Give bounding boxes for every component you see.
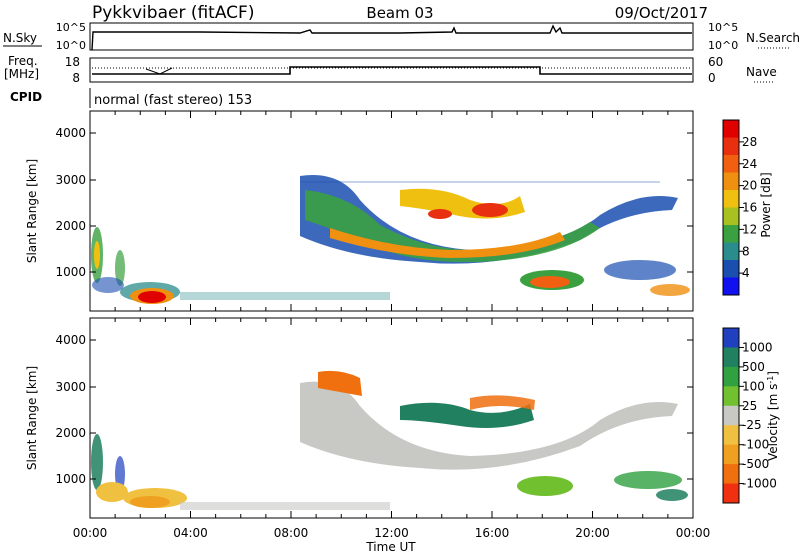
velocity-ytick-4000: 4000 xyxy=(55,333,86,347)
nsky-panel: N.Sky 10^5 10^0 10^5 10^0 N.Search xyxy=(3,21,800,52)
velocity-y-axis: 4000 3000 2000 1000 Slant Range [km] xyxy=(25,333,693,486)
cpid-text: normal (fast stereo) 153 xyxy=(94,93,252,108)
colorbar-tick-label: -500 xyxy=(742,457,769,471)
freq-trace xyxy=(92,66,692,75)
velocity-xlabel: Time UT xyxy=(365,540,416,554)
cpid-panel: CPID normal (fast stereo) 153 xyxy=(10,88,252,108)
colorbar-cell xyxy=(723,347,739,368)
velocity-colorbar-label: Velocity [m s-1] xyxy=(766,371,781,461)
colorbar-tick-label: 20 xyxy=(742,179,757,193)
cpid-label: CPID xyxy=(10,90,42,104)
velocity-ytick-3000: 3000 xyxy=(55,380,86,394)
colorbar-tick-label: 100 xyxy=(742,379,765,393)
velocity-x-tick-labels: 00:00 04:00 08:00 12:00 16:00 20:00 00:00 xyxy=(73,526,711,540)
colorbar-cell xyxy=(723,444,739,465)
velocity-x-ticks xyxy=(89,318,694,518)
colorbar-cell xyxy=(723,207,739,226)
x-tick-label: 12:00 xyxy=(374,526,409,540)
velocity-scatter-blobs xyxy=(91,370,688,510)
colorbar-cell xyxy=(723,425,739,446)
nsky-left-tick-top: 10^5 xyxy=(56,21,86,34)
colorbar-tick-label: -100 xyxy=(742,438,769,452)
colorbar-cell xyxy=(723,242,739,261)
colorbar-tick-label: 500 xyxy=(742,360,765,374)
date-title: 09/Oct/2017 xyxy=(615,4,708,22)
power-ytick-4000: 4000 xyxy=(55,126,86,140)
velocity-ytick-1000: 1000 xyxy=(55,472,86,486)
colorbar-cell xyxy=(723,190,739,208)
colorbar-cell xyxy=(723,464,739,485)
x-tick-label: 00:00 xyxy=(676,526,711,540)
beam-title: Beam 03 xyxy=(366,4,433,22)
station-title: Pykkvibaer (fitACF) xyxy=(92,3,254,23)
nsky-right-tick-top: 10^5 xyxy=(708,21,738,34)
colorbar-cell xyxy=(723,386,739,407)
colorbar-cell xyxy=(723,260,739,278)
freq-left-tick-bottom: 8 xyxy=(72,71,80,85)
nsky-right-tick-bottom: 10^0 xyxy=(708,39,738,52)
freq-left-tick-top: 18 xyxy=(65,55,80,69)
power-ylabel: Slant Range [km] xyxy=(25,159,39,263)
x-tick-label: 20:00 xyxy=(575,526,610,540)
colorbar-tick-label: -1000 xyxy=(742,477,777,491)
colorbar-cell xyxy=(723,172,739,191)
nsky-trace xyxy=(91,24,692,51)
power-colorbar: 28 24 20 16 12 8 4 Power [dB] xyxy=(722,119,773,296)
power-x-ticks xyxy=(89,111,694,311)
colorbar-tick-label: 12 xyxy=(742,222,757,236)
freq-right-tick-bottom: 0 xyxy=(708,71,716,85)
colorbar-tick-label: -25 xyxy=(742,418,762,432)
colorbar-cell xyxy=(723,137,739,156)
colorbar-tick-label: 25 xyxy=(742,399,757,413)
x-tick-label: 04:00 xyxy=(173,526,208,540)
freq-label-line2: [MHz] xyxy=(4,67,39,81)
power-y-axis: 4000 3000 2000 1000 Slant Range [km] xyxy=(25,126,693,279)
colorbar-tick-label: 24 xyxy=(742,157,757,171)
colorbar-cell xyxy=(723,328,739,348)
velocity-colorbar: 1000 500 100 25 -25 -100 -500 -1000 Velocity [m… xyxy=(722,327,781,504)
colorbar-tick-label: 4 xyxy=(742,266,750,280)
x-tick-label: 00:00 xyxy=(73,526,108,540)
power-ytick-2000: 2000 xyxy=(55,219,86,233)
colorbar-tick-label: 16 xyxy=(742,201,757,215)
freq-label-line1: Freq. xyxy=(8,54,38,68)
colorbar-cell xyxy=(723,366,739,387)
colorbar-cell xyxy=(723,277,739,296)
nsearch-label: N.Search xyxy=(746,31,800,45)
freq-panel: Freq. [MHz] 18 8 60 0 Nave xyxy=(4,54,777,85)
colorbar-cell xyxy=(723,483,739,504)
colorbar-tick-label: 8 xyxy=(742,244,750,258)
power-ytick-1000: 1000 xyxy=(55,265,86,279)
power-panel: 4000 3000 2000 1000 Slant Range [km] xyxy=(25,110,694,312)
colorbar-tick-label: 28 xyxy=(742,135,757,149)
colorbar-cell xyxy=(723,405,739,426)
colorbar-tick-label: 1000 xyxy=(742,340,773,354)
colorbar-cell xyxy=(723,155,739,173)
velocity-ylabel: Slant Range [km] xyxy=(25,366,39,470)
power-ytick-3000: 3000 xyxy=(55,173,86,187)
nave-label: Nave xyxy=(746,65,777,79)
velocity-ytick-2000: 2000 xyxy=(55,426,86,440)
nsky-label: N.Sky xyxy=(3,31,37,45)
x-tick-label: 08:00 xyxy=(274,526,309,540)
x-tick-label: 16:00 xyxy=(475,526,510,540)
power-scatter-blobs xyxy=(91,175,690,304)
nsky-left-tick-bottom: 10^0 xyxy=(56,39,86,52)
velocity-panel: 4000 3000 2000 1000 Slant Range [km] 00:… xyxy=(25,317,711,554)
colorbar-cell xyxy=(723,120,739,138)
freq-right-tick-top: 60 xyxy=(708,55,723,69)
colorbar-cell xyxy=(723,225,739,243)
power-colorbar-label: Power [dB] xyxy=(759,172,773,237)
